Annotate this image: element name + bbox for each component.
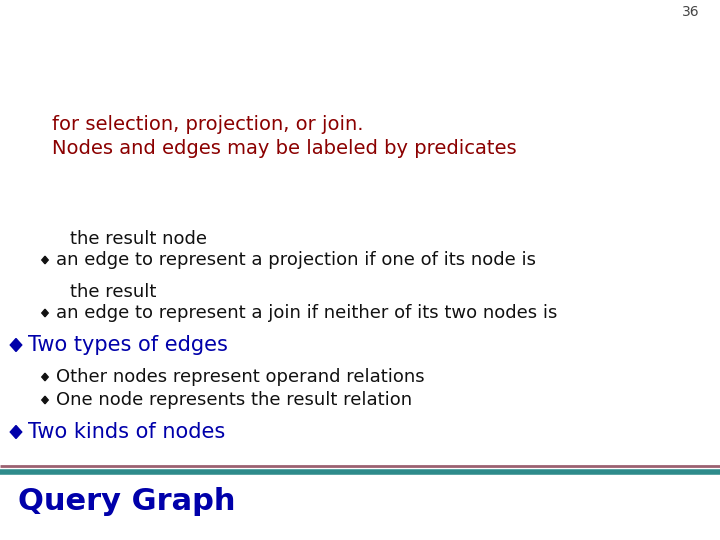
Text: Two types of edges: Two types of edges — [28, 335, 228, 355]
Text: the result node: the result node — [70, 230, 207, 248]
Text: Two kinds of nodes: Two kinds of nodes — [28, 422, 225, 442]
Text: the result: the result — [70, 283, 156, 301]
Text: One node represents the result relation: One node represents the result relation — [56, 391, 412, 409]
Polygon shape — [10, 426, 22, 438]
Polygon shape — [42, 309, 48, 317]
Polygon shape — [42, 256, 48, 264]
Text: for selection, projection, or join.: for selection, projection, or join. — [52, 114, 364, 133]
Text: 36: 36 — [683, 5, 700, 19]
Text: Query Graph: Query Graph — [18, 488, 235, 516]
Text: Nodes and edges may be labeled by predicates: Nodes and edges may be labeled by predic… — [52, 138, 517, 158]
Text: Other nodes represent operand relations: Other nodes represent operand relations — [56, 368, 425, 386]
Polygon shape — [42, 373, 48, 381]
Polygon shape — [42, 396, 48, 404]
Text: an edge to represent a projection if one of its node is: an edge to represent a projection if one… — [56, 251, 536, 269]
Polygon shape — [10, 339, 22, 352]
Text: an edge to represent a join if neither of its two nodes is: an edge to represent a join if neither o… — [56, 304, 557, 322]
